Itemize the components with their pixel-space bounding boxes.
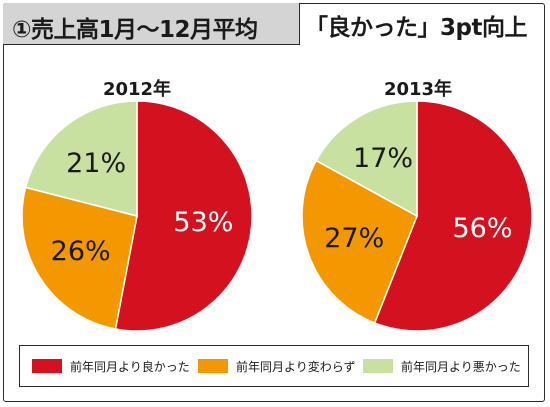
pie-0-label-better: 53% [173, 207, 233, 238]
chart-subtitle: 「良かった」3pt向上 [305, 15, 527, 41]
pie-2013: 56% 27% 17% [301, 100, 533, 332]
legend-swatch-better [32, 359, 62, 373]
header-box: ①売上高1月〜12月平均 [3, 3, 300, 45]
pie-1-slice-better [373, 100, 533, 332]
pie-0-slice-worse [24, 100, 138, 217]
legend-swatch-same [198, 359, 228, 373]
pie-1-label-worse: 17% [353, 143, 413, 174]
legend-label-better: 前年同月より良かった [70, 359, 190, 374]
legend-label-same: 前年同月より変わらず [236, 359, 356, 374]
legend-item-same: 前年同月より変わらず [198, 358, 356, 374]
legend-item-better: 前年同月より良かった [32, 358, 190, 374]
pie-0-slice-same [21, 186, 138, 330]
pie-year-2012: 2012年 [102, 79, 172, 100]
pie-2012: 53% 26% 21% [21, 100, 253, 332]
pie-0-label-worse: 21% [66, 148, 126, 179]
pie-1-slice-worse [315, 100, 418, 218]
chart-title: ①売上高1月〜12月平均 [12, 17, 258, 43]
pie-1-label-better: 56% [453, 213, 513, 244]
pie-year-2013: 2013年 [383, 79, 453, 100]
legend-label-worse: 前年同月より悪かった [401, 359, 521, 374]
pie-0-label-same: 26% [51, 236, 111, 267]
legend: 前年同月より良かった 前年同月より変わらず 前年同月より悪かった [19, 345, 529, 387]
legend-swatch-worse [363, 359, 393, 373]
pie-0-slice-better [114, 100, 253, 332]
pie-1-slice-same [301, 159, 418, 324]
pie-1-label-same: 27% [324, 223, 384, 254]
legend-item-worse: 前年同月より悪かった [363, 358, 521, 374]
